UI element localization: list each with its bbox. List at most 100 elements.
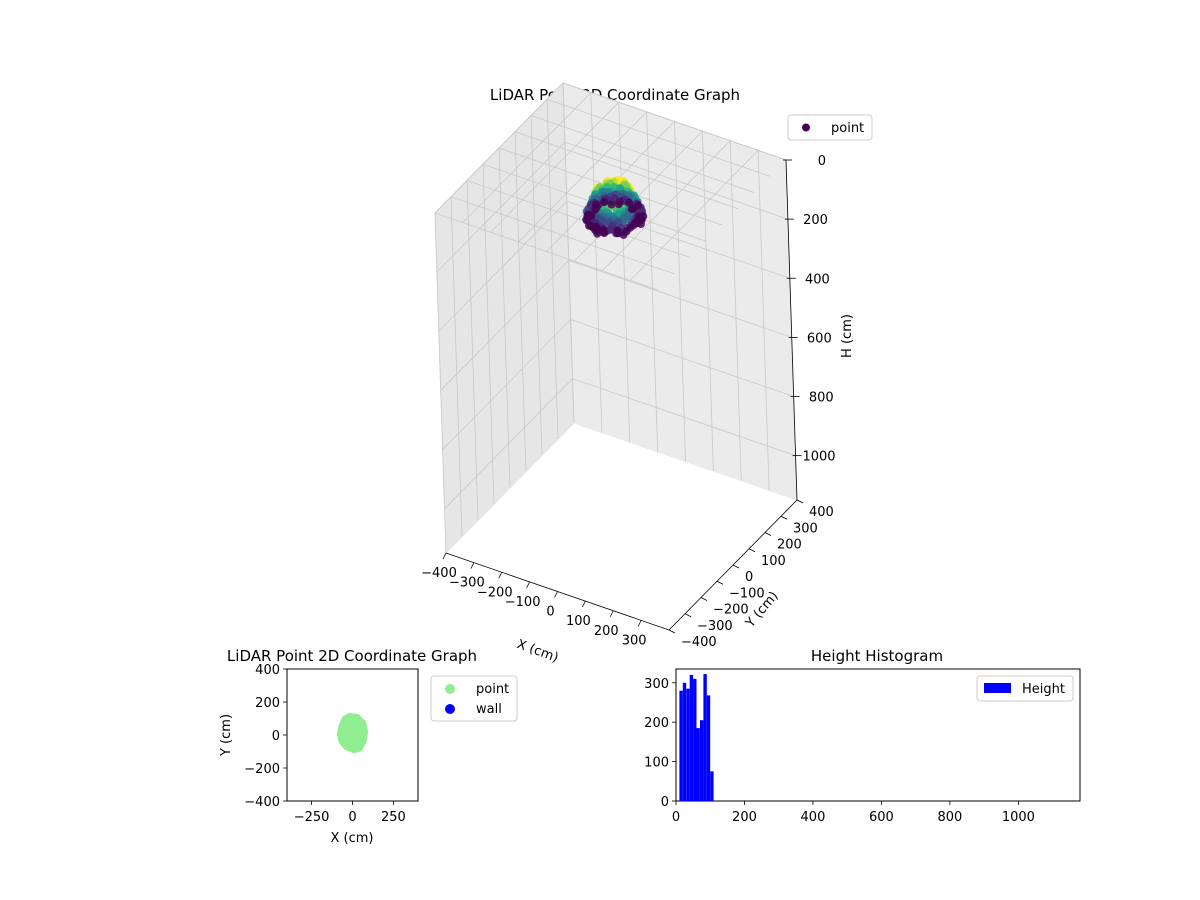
x-tick: [470, 562, 475, 569]
gridline-x-back: [757, 150, 770, 491]
chart-hist-title: Height Histogram: [811, 647, 943, 665]
chart-3d-panes: [434, 81, 798, 555]
x-tick: [442, 552, 447, 560]
histogram-bar: [693, 678, 697, 801]
y-tick-label: 100: [761, 554, 786, 569]
y-tick-label: 0: [661, 795, 669, 810]
chart-hist-legend: Height: [976, 675, 1074, 702]
gridline-x-back: [618, 102, 631, 443]
x-tick: [554, 591, 558, 598]
chart-hist-marks: 0 200 400 600 800 1000 0 100 200 300: [644, 674, 1035, 825]
x-tick-label: 600: [869, 810, 894, 825]
point-3d: [600, 198, 609, 207]
x-tick-label: 300: [622, 633, 647, 648]
y-tick-label: 200: [644, 716, 669, 731]
x-tick-label: −250: [294, 810, 330, 825]
y-tick-label: −200: [713, 603, 749, 618]
y-tick-label: 200: [777, 538, 802, 553]
gridline-x-back: [674, 121, 686, 462]
chart-2d-marks: −250 0 250 −400 −200 0 200 400: [244, 663, 406, 825]
gridline-z-left: [440, 260, 570, 391]
x-tick-label: 200: [732, 810, 757, 825]
point-3d: [629, 204, 638, 213]
gridline-z-back: [572, 378, 796, 457]
y-tick-label: 100: [644, 756, 669, 771]
chart-2d-ylabel: Y (cm): [219, 714, 234, 757]
chart-2d: LiDAR Point 2D Coordinate Graph −250 0 250…: [219, 647, 518, 846]
y-tick: [796, 499, 804, 504]
y-tick-label: 0: [745, 570, 753, 585]
gridline-x-back: [701, 131, 714, 472]
z-tick-label: 600: [807, 331, 832, 346]
x-tick-label: −400: [421, 566, 457, 581]
y-tick: [668, 629, 676, 634]
gridline-z-left: [434, 82, 564, 214]
y-tick: [716, 580, 724, 585]
gridline-y-left: [434, 212, 447, 554]
y-tick-label: 0: [272, 729, 280, 744]
y-tick-label: 300: [793, 521, 818, 536]
gridline-y-floor: [466, 180, 691, 258]
z-tick-label: 800: [809, 391, 834, 406]
gridline-z-back: [568, 260, 792, 338]
chart-2d-legend: point wall: [430, 675, 518, 722]
gridline-y-floor: [450, 196, 675, 275]
y-tick-label: −200: [244, 762, 280, 777]
point-3d: [626, 223, 635, 232]
x-tick-label: 400: [801, 810, 826, 825]
histogram-bar: [679, 690, 683, 801]
x-tick-label: 0: [672, 810, 680, 825]
histogram-bar: [710, 771, 714, 801]
chart-2d-xlabel: X (cm): [331, 831, 374, 846]
point-3d: [625, 198, 634, 207]
chart-3d-legend-label: point: [831, 121, 864, 136]
chart-3d-points: [582, 176, 648, 239]
gridline-y-left: [514, 131, 527, 472]
chart-2d-legend-point-label: point: [476, 682, 509, 697]
gridline-y-floor: [434, 212, 659, 291]
chart-3d-zlabel: H (cm): [840, 314, 855, 358]
gridline-y-left: [482, 164, 495, 505]
x-tick-label: 1000: [1002, 810, 1035, 825]
y-tick-label: 400: [255, 663, 280, 678]
chart-3d: LiDAR Point 3D Coordinate Graph −400−300…: [421, 81, 873, 666]
z-tick-label: 400: [805, 272, 830, 287]
gridline-y-left: [498, 147, 511, 489]
gridline-y-left: [450, 196, 463, 537]
y-tick: [684, 613, 692, 618]
y-tick-label: −300: [697, 619, 733, 634]
y-tick-label: 300: [644, 677, 669, 692]
y-tick-label: −100: [729, 586, 765, 601]
chart-2d-legend-wall-marker: [445, 704, 455, 714]
x-tick-label: −100: [505, 595, 541, 610]
chart-hist-legend-swatch: [984, 683, 1011, 693]
chart-3d-xlabel: X (cm): [515, 637, 561, 666]
point-3d: [615, 197, 624, 206]
chart-hist: Height Histogram 0 200 400 600 800 1000 0 100 20…: [644, 647, 1081, 825]
gridline-z-back: [564, 141, 789, 220]
gridline-y-floor: [546, 98, 771, 177]
chart-hist-legend-label: Height: [1022, 682, 1065, 697]
gridline-z-left: [438, 200, 568, 332]
histogram-bar: [682, 682, 687, 801]
x-tick: [498, 572, 503, 579]
gridline-z-back: [562, 82, 787, 161]
z-tick-label: 1000: [802, 450, 835, 465]
gridline-y-left: [466, 180, 479, 521]
point-3d: [593, 202, 601, 211]
chart-3d-legend-marker: [802, 123, 810, 132]
z-tick-label: 200: [803, 213, 828, 228]
y-tick-label: 200: [255, 696, 280, 711]
x-tick: [637, 620, 642, 627]
gridline-y-floor: [530, 115, 755, 193]
gridline-z-back: [570, 319, 794, 397]
y-tick-label: 400: [809, 505, 834, 520]
point-3d: [619, 230, 628, 239]
chart-2d-title: LiDAR Point 2D Coordinate Graph: [227, 647, 477, 665]
x-tick-label: 0: [546, 605, 554, 620]
gridline-y-floor: [514, 131, 739, 210]
gridline-y-left: [530, 115, 543, 456]
histogram-bar: [703, 674, 707, 801]
